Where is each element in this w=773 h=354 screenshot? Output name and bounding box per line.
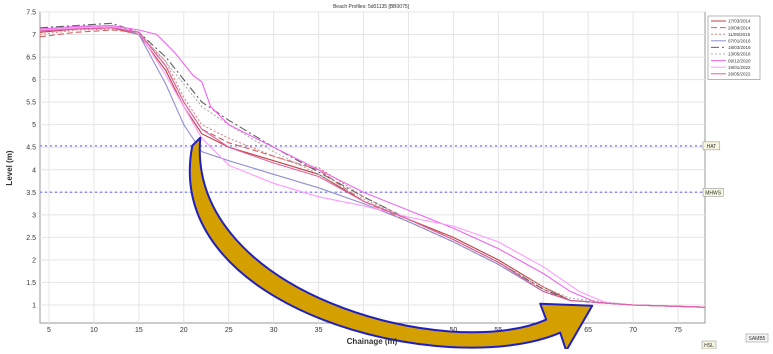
legend-entry: 18/03/2016 [728,45,751,50]
y-tick-label: 7 [32,32,36,39]
y-tick-label: 4 [32,167,36,174]
legend-entry: 17/03/2014 [728,19,751,24]
x-tick-label: 5 [47,327,51,334]
x-tick-label: 75 [674,327,682,334]
y-tick-label: 5.5 [26,100,36,107]
x-tick-label: 10 [90,327,98,334]
x-tick-label: 15 [135,327,143,334]
x-tick-label: 65 [584,327,592,334]
series-lines [39,22,706,308]
y-tick-label: 1 [32,302,36,309]
series-line-6 [39,24,706,308]
y-axis-label: Level (m) [5,150,14,185]
y-tick-label: 6 [32,77,36,84]
x-axis-label: Chainage (m) [347,337,398,346]
x-tick-label: 30 [270,327,278,334]
lower-right-tag: HSL [704,343,714,349]
x-tick-label: 70 [629,327,637,334]
legend-entry: 26/05/2022 [728,72,751,77]
y-tick-label: 2 [32,257,36,264]
legend-entry: 07/01/2016 [728,39,751,44]
x-tick-label: 35 [315,327,323,334]
y-tick-label: 1.5 [26,280,36,287]
y-tick-label: 4.5 [26,145,36,152]
y-tick-label: 3 [32,212,36,219]
plot-area [39,11,706,324]
y-tick-label: 7.5 [26,10,36,17]
x-tick-label: 20 [180,327,188,334]
reference-label: HAT [707,144,717,150]
legend-entry: 11/09/2015 [728,32,751,37]
legend-entry: 09/12/2020 [728,58,751,63]
legend-entry: 19/01/2022 [728,65,751,70]
y-tick-label: 5 [32,122,36,129]
corner-tags: HSL SAMB5 [701,333,769,350]
legend-entry: 13/05/2018 [728,52,751,57]
y-tick-label: 3.5 [26,190,36,197]
reference-label: MHWS [705,190,721,196]
far-right-tag-box [745,333,769,343]
series-line-9 [39,27,706,308]
reference-tag [702,188,724,197]
reference-tag [702,141,721,151]
reference-lines: HAT MHWS [40,141,724,197]
chart-title: Beach Profiles: 5d01135 [BB0075] [333,4,410,10]
x-tick-label: 25 [225,327,233,334]
series-line-5 [39,22,706,308]
far-right-tag: SAMB5 [749,336,766,342]
series-line-7 [39,24,706,308]
legend-entry: 28/09/2014 [728,25,751,30]
grid [40,11,705,323]
y-tick-label: 2.5 [26,235,36,242]
x-tick-label: 50 [449,327,457,334]
y-tick-label: 6.5 [26,55,36,62]
